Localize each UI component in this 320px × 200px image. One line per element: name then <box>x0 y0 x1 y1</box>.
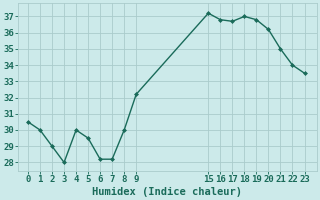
X-axis label: Humidex (Indice chaleur): Humidex (Indice chaleur) <box>92 186 243 197</box>
